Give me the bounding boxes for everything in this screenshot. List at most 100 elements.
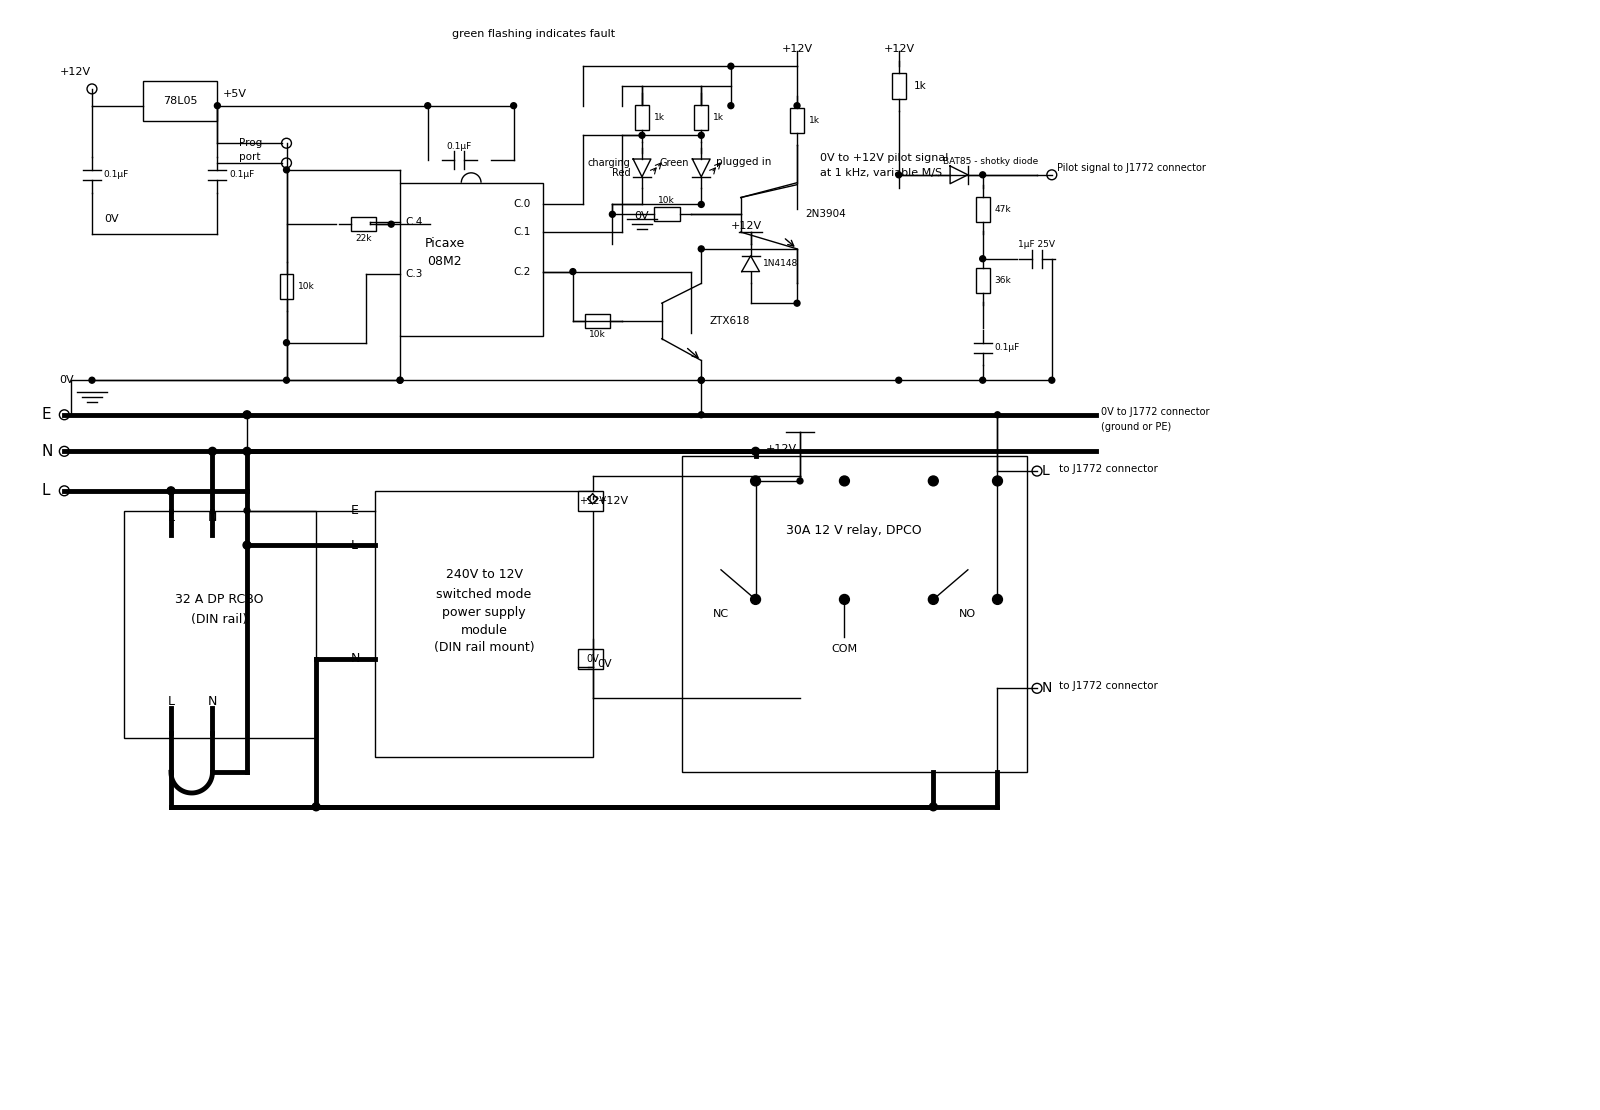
- Text: (ground or PE): (ground or PE): [1101, 422, 1171, 432]
- Text: 240V to 12V: 240V to 12V: [445, 568, 523, 582]
- Circle shape: [397, 377, 403, 383]
- Circle shape: [928, 595, 938, 604]
- Circle shape: [797, 478, 803, 484]
- Text: L: L: [350, 538, 358, 552]
- Circle shape: [243, 411, 251, 418]
- Circle shape: [1032, 466, 1042, 476]
- Circle shape: [840, 595, 850, 604]
- Circle shape: [610, 211, 616, 218]
- Circle shape: [750, 595, 760, 604]
- Bar: [578, 649, 603, 668]
- Text: 0.1μF: 0.1μF: [104, 170, 130, 180]
- Circle shape: [752, 447, 760, 455]
- Text: Red: Red: [611, 168, 630, 178]
- Text: charging: charging: [587, 158, 630, 168]
- Circle shape: [1046, 170, 1056, 180]
- Text: 30A 12 V relay, DPCO: 30A 12 V relay, DPCO: [787, 524, 922, 537]
- Text: 1k: 1k: [654, 113, 666, 122]
- Circle shape: [1050, 377, 1054, 383]
- Text: 22k: 22k: [355, 233, 371, 242]
- Text: +12V: +12V: [579, 496, 606, 506]
- Text: 0V: 0V: [104, 214, 118, 224]
- Text: L: L: [168, 695, 174, 708]
- Bar: [123, 511, 317, 738]
- Bar: [891, 73, 906, 99]
- Bar: [635, 104, 650, 130]
- Circle shape: [698, 202, 704, 208]
- Circle shape: [698, 246, 704, 252]
- Circle shape: [728, 63, 734, 69]
- Text: 2N3904: 2N3904: [805, 210, 846, 220]
- Text: BAT85 - shotky diode: BAT85 - shotky diode: [942, 158, 1038, 166]
- Text: Prog: Prog: [238, 139, 262, 149]
- Circle shape: [728, 103, 734, 109]
- Circle shape: [243, 542, 251, 549]
- Text: N: N: [350, 653, 360, 665]
- Text: 1N4148: 1N4148: [763, 260, 798, 269]
- Text: N: N: [208, 695, 218, 708]
- Circle shape: [1032, 684, 1042, 694]
- Bar: [976, 268, 989, 293]
- Circle shape: [397, 377, 403, 383]
- Bar: [350, 218, 376, 231]
- Text: +12V: +12V: [731, 221, 762, 231]
- Text: 47k: 47k: [995, 205, 1011, 214]
- Circle shape: [243, 447, 251, 455]
- Text: green flashing indicates fault: green flashing indicates fault: [451, 29, 614, 39]
- Text: L: L: [1042, 464, 1050, 478]
- Text: +12V: +12V: [59, 67, 91, 77]
- Text: Pilot signal to J1772 connector: Pilot signal to J1772 connector: [1056, 163, 1206, 173]
- Circle shape: [979, 377, 986, 383]
- Circle shape: [245, 507, 250, 514]
- Circle shape: [59, 446, 69, 456]
- Text: 0.1μF: 0.1μF: [229, 170, 254, 180]
- Text: +12V: +12V: [765, 444, 797, 454]
- Text: 0V: 0V: [597, 658, 613, 668]
- Circle shape: [930, 803, 938, 810]
- Text: C.0: C.0: [514, 200, 531, 210]
- Text: 0.1μF: 0.1μF: [995, 343, 1019, 352]
- Text: 0V: 0V: [586, 654, 598, 664]
- Text: 1μF 25V: 1μF 25V: [1019, 241, 1056, 250]
- Circle shape: [698, 377, 704, 383]
- Bar: [144, 81, 218, 121]
- Text: C.2: C.2: [514, 266, 531, 276]
- Bar: [280, 273, 293, 300]
- Text: to J1772 connector: to J1772 connector: [1059, 682, 1157, 692]
- Text: 10k: 10k: [658, 196, 675, 205]
- Bar: [376, 491, 592, 757]
- Bar: [790, 108, 803, 133]
- Text: (DIN rail mount): (DIN rail mount): [434, 642, 534, 654]
- Text: Picaxe: Picaxe: [424, 238, 464, 251]
- Text: NO: NO: [960, 609, 976, 619]
- Circle shape: [995, 412, 1000, 417]
- Circle shape: [979, 172, 986, 178]
- Circle shape: [312, 803, 320, 810]
- Circle shape: [283, 166, 290, 173]
- Text: 36k: 36k: [995, 276, 1011, 285]
- Text: power supply: power supply: [442, 606, 526, 618]
- Circle shape: [992, 476, 1003, 486]
- Text: E: E: [350, 504, 358, 517]
- Circle shape: [896, 377, 902, 383]
- Circle shape: [214, 103, 221, 109]
- Circle shape: [750, 476, 760, 486]
- Text: (DIN rail): (DIN rail): [192, 613, 248, 626]
- Text: plugged in: plugged in: [717, 157, 771, 166]
- Text: 32 A DP RCBO: 32 A DP RCBO: [174, 593, 264, 606]
- Bar: [584, 314, 611, 327]
- Text: L: L: [42, 483, 50, 498]
- Bar: [682, 456, 1027, 773]
- Bar: [654, 208, 680, 221]
- Text: 1k: 1k: [810, 117, 819, 125]
- Circle shape: [794, 300, 800, 306]
- Circle shape: [896, 172, 902, 178]
- Text: switched mode: switched mode: [437, 588, 531, 601]
- Text: NC: NC: [714, 609, 730, 619]
- Text: C.3: C.3: [405, 269, 422, 279]
- Circle shape: [638, 132, 645, 139]
- Text: +12V: +12V: [597, 496, 629, 506]
- Text: 78L05: 78L05: [163, 95, 197, 105]
- Text: ZTX618: ZTX618: [709, 316, 749, 326]
- Text: C.4: C.4: [405, 218, 422, 228]
